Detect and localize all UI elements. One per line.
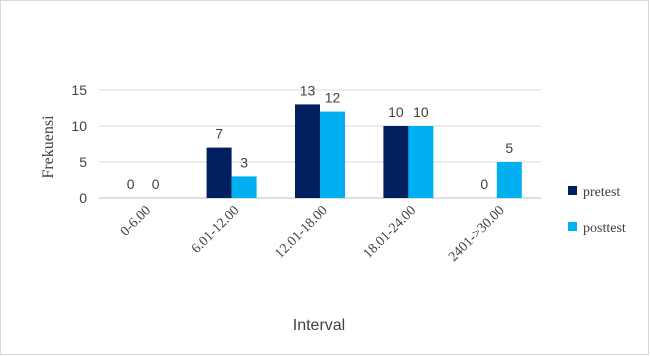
y-tick-label: 0 <box>79 190 87 206</box>
data-label-posttest: 0 <box>152 176 160 192</box>
x-tick-label: 0-6.00 <box>118 203 154 239</box>
bar-posttest <box>320 111 345 198</box>
legend-label-pretest: pretest <box>583 185 620 200</box>
x-tick-label: 18.01-24.00 <box>361 203 419 261</box>
legend-swatch-pretest <box>568 186 577 195</box>
x-tick-label: 12.01-18.00 <box>272 203 330 261</box>
y-axis-ticks: 0 5 10 15 <box>71 82 87 206</box>
bar-posttest <box>231 176 257 198</box>
data-label-pretest: 0 <box>127 176 135 192</box>
x-tick-label: 2401->30.00 <box>446 203 508 265</box>
legend: pretest posttest <box>568 185 626 236</box>
legend-swatch-posttest <box>568 222 577 231</box>
legend-label-posttest: posttest <box>583 221 626 236</box>
bar-pretest <box>383 126 409 198</box>
bar-pretest <box>206 147 232 198</box>
bar-posttest <box>496 162 522 198</box>
bars <box>206 104 522 198</box>
y-tick-label: 15 <box>71 82 87 98</box>
data-label-pretest: 13 <box>300 82 316 98</box>
data-label-posttest: 5 <box>505 140 513 156</box>
data-label-posttest: 12 <box>325 90 341 106</box>
y-axis-title: Frekuensi <box>40 115 57 179</box>
x-axis-title: Interval <box>293 317 345 334</box>
data-label-pretest: 0 <box>480 176 488 192</box>
data-label-pretest: 7 <box>215 126 223 142</box>
bar-posttest <box>408 126 434 198</box>
x-axis-ticks: 0-6.00 6.01-12.00 12.01-18.00 18.01-24.00 24… <box>118 203 508 265</box>
data-label-posttest: 3 <box>240 154 248 170</box>
y-tick-label: 10 <box>71 118 87 134</box>
x-tick-label: 6.01-12.00 <box>189 203 243 257</box>
data-label-posttest: 10 <box>413 104 429 120</box>
bar-pretest <box>295 104 320 198</box>
data-labels: 0 0 7 3 13 12 10 10 0 5 <box>127 82 514 192</box>
y-tick-label: 5 <box>79 154 87 170</box>
data-label-pretest: 10 <box>388 104 404 120</box>
